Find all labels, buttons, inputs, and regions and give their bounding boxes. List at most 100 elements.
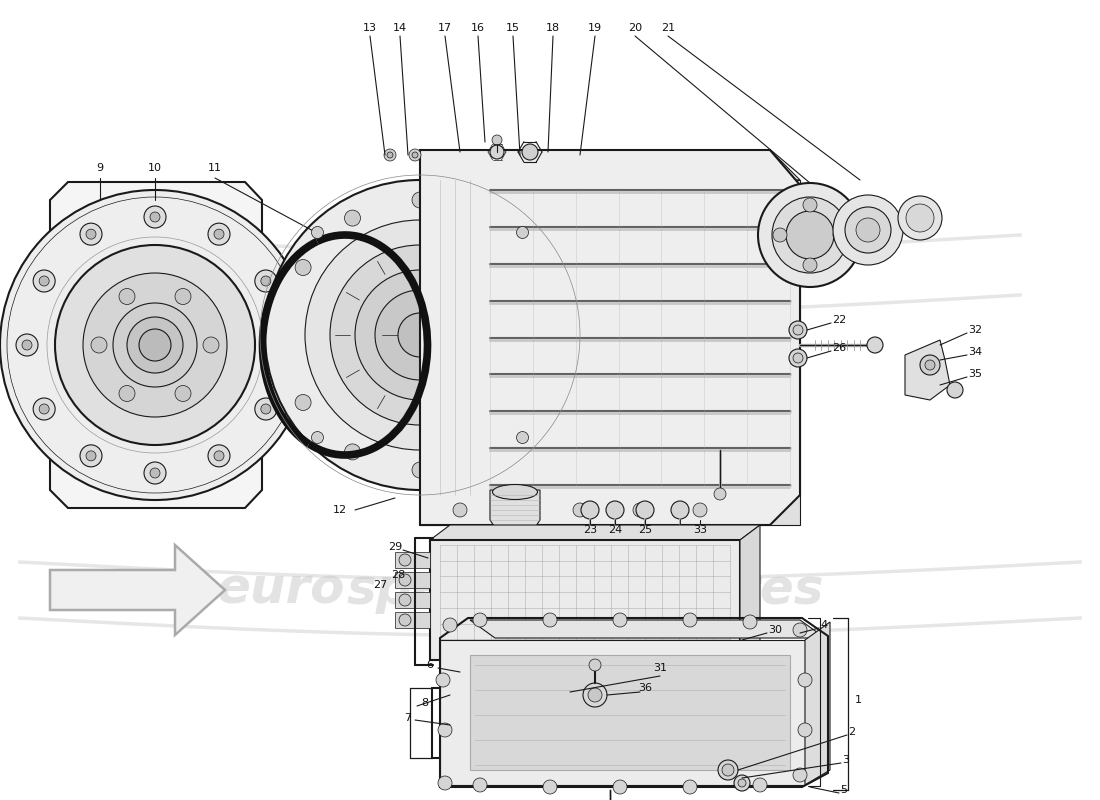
Polygon shape — [470, 655, 790, 770]
Circle shape — [845, 207, 891, 253]
Polygon shape — [50, 545, 225, 635]
Circle shape — [803, 258, 817, 272]
Circle shape — [606, 501, 624, 519]
Circle shape — [33, 398, 55, 420]
Circle shape — [436, 673, 450, 687]
Circle shape — [513, 503, 527, 517]
Text: 31: 31 — [653, 663, 667, 673]
Text: 20: 20 — [628, 23, 642, 33]
Circle shape — [492, 135, 502, 145]
Circle shape — [139, 329, 170, 361]
Circle shape — [301, 381, 329, 409]
Circle shape — [399, 554, 411, 566]
Circle shape — [22, 340, 32, 350]
Circle shape — [573, 503, 587, 517]
Text: spares: spares — [346, 566, 534, 614]
Bar — [395, 612, 430, 628]
Circle shape — [344, 444, 361, 460]
Ellipse shape — [493, 485, 538, 499]
Circle shape — [399, 614, 411, 626]
Circle shape — [33, 270, 55, 292]
Circle shape — [80, 445, 102, 467]
Circle shape — [144, 462, 166, 484]
Circle shape — [311, 431, 323, 443]
Circle shape — [675, 539, 685, 549]
Text: 6: 6 — [427, 660, 433, 670]
Text: 12: 12 — [333, 505, 348, 515]
Circle shape — [565, 687, 575, 697]
Text: 16: 16 — [471, 23, 485, 33]
Circle shape — [789, 321, 807, 339]
Circle shape — [272, 334, 294, 356]
Circle shape — [311, 226, 323, 238]
Circle shape — [208, 223, 230, 245]
Text: 9: 9 — [97, 163, 103, 173]
Text: 19: 19 — [587, 23, 602, 33]
Circle shape — [898, 196, 942, 240]
Circle shape — [375, 290, 465, 380]
Circle shape — [515, 685, 525, 695]
Circle shape — [517, 226, 528, 238]
Circle shape — [543, 780, 557, 794]
Circle shape — [714, 488, 726, 500]
Bar — [395, 552, 430, 568]
Circle shape — [758, 183, 862, 287]
Text: 35: 35 — [968, 369, 982, 379]
Circle shape — [683, 613, 697, 627]
Circle shape — [632, 503, 647, 517]
Text: 25: 25 — [638, 525, 652, 535]
Circle shape — [772, 197, 848, 273]
Circle shape — [613, 613, 627, 627]
Text: spares: spares — [566, 241, 754, 289]
Circle shape — [833, 195, 903, 265]
Circle shape — [867, 337, 883, 353]
Text: 27: 27 — [373, 580, 387, 590]
Circle shape — [255, 398, 277, 420]
Polygon shape — [470, 620, 825, 638]
Circle shape — [583, 683, 607, 707]
Text: euro: euro — [216, 566, 344, 614]
Circle shape — [175, 289, 191, 305]
Circle shape — [798, 723, 812, 737]
Text: 15: 15 — [506, 23, 520, 33]
Circle shape — [925, 360, 935, 370]
Circle shape — [738, 779, 746, 787]
Circle shape — [409, 149, 421, 161]
Circle shape — [40, 404, 49, 414]
Circle shape — [754, 778, 767, 792]
Circle shape — [355, 270, 485, 400]
Circle shape — [786, 211, 834, 259]
Text: 11: 11 — [208, 163, 222, 173]
Circle shape — [522, 144, 538, 160]
Circle shape — [295, 394, 311, 410]
Polygon shape — [420, 150, 800, 180]
Circle shape — [119, 386, 135, 402]
Circle shape — [793, 353, 803, 363]
Circle shape — [798, 673, 812, 687]
Circle shape — [722, 764, 734, 776]
Text: 32: 32 — [968, 325, 982, 335]
Polygon shape — [440, 640, 805, 785]
Circle shape — [255, 270, 277, 292]
Circle shape — [55, 245, 255, 445]
Circle shape — [438, 776, 452, 790]
Circle shape — [119, 289, 135, 305]
Circle shape — [144, 206, 166, 228]
Circle shape — [330, 245, 510, 425]
Circle shape — [113, 303, 197, 387]
Circle shape — [742, 615, 757, 629]
Text: 26: 26 — [832, 343, 846, 353]
Text: 4: 4 — [820, 620, 827, 630]
Text: 18: 18 — [546, 23, 560, 33]
Circle shape — [789, 349, 807, 367]
Circle shape — [803, 198, 817, 212]
Text: 7: 7 — [405, 713, 411, 723]
Circle shape — [126, 317, 183, 373]
Circle shape — [398, 313, 442, 357]
Text: 23: 23 — [583, 525, 597, 535]
Circle shape — [613, 780, 627, 794]
Circle shape — [214, 451, 224, 461]
Text: 22: 22 — [832, 315, 846, 325]
Circle shape — [399, 594, 411, 606]
Circle shape — [412, 462, 428, 478]
